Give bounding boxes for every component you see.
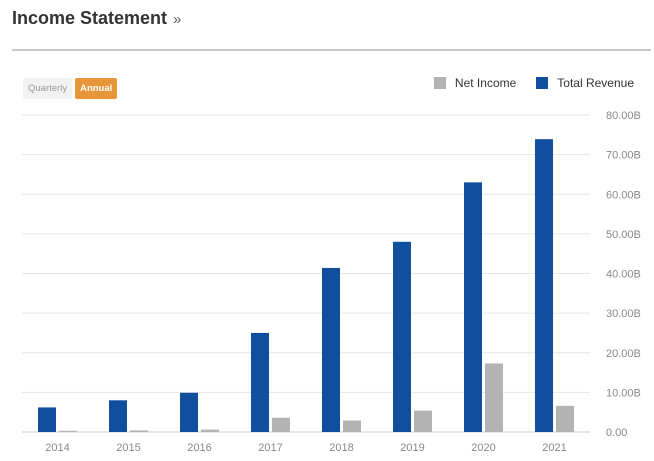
bar-net-income-2018 [343,420,361,432]
annual-button[interactable]: Annual [75,78,118,99]
y-tick-label: 80.00B [606,110,641,122]
legend-item-net-income[interactable]: Net Income [433,76,517,90]
bar-total-revenue-2015 [109,400,127,432]
x-tick-label: 2019 [400,442,424,454]
x-tick-label: 2020 [471,442,495,454]
x-tick-label: 2018 [329,442,353,454]
bar-total-revenue-2018 [322,267,340,432]
bar-net-income-2021 [556,405,574,432]
bar-net-income-2019 [414,410,432,432]
y-tick-label: 60.00B [606,189,641,201]
bar-total-revenue-2016 [180,392,198,432]
quarterly-button[interactable]: Quarterly [23,78,73,99]
bar-net-income-2016 [201,429,219,432]
legend-label-total-revenue: Total Revenue [557,76,634,90]
bar-total-revenue-2019 [393,241,411,432]
legend-item-total-revenue[interactable]: Total Revenue [536,76,634,90]
page-title: Income Statement [12,8,168,28]
expand-link[interactable]: » [173,11,182,28]
bar-total-revenue-2017 [251,332,269,432]
bar-total-revenue-2021 [535,139,553,432]
x-tick-label: 2016 [187,442,211,454]
bar-net-income-2014 [59,430,77,432]
legend-swatch-total-revenue [536,77,549,89]
y-tick-label: 30.00B [606,308,641,320]
bar-net-income-2015 [130,430,148,432]
legend-label-net-income: Net Income [454,76,517,90]
x-tick-label: 2015 [116,442,140,454]
legend-swatch-net-income [433,77,446,89]
y-tick-label: 10.00B [606,387,641,399]
bar-net-income-2020 [485,363,503,432]
chart-legend: Net Income Total Revenue [414,76,634,90]
y-tick-label: 40.00B [606,269,641,281]
x-tick-label: 2021 [542,442,566,454]
header-divider [12,49,651,51]
bar-total-revenue-2014 [38,407,56,432]
y-tick-label: 70.00B [606,150,641,162]
section-header: Income Statement » [12,8,181,36]
y-tick-label: 50.00B [606,229,641,241]
x-tick-label: 2017 [258,442,282,454]
y-tick-label: 0.00 [606,427,627,439]
x-tick-label: 2014 [45,442,69,454]
bar-net-income-2017 [272,417,290,432]
bar-total-revenue-2020 [464,182,482,432]
period-toggle: Quarterly Annual [23,78,118,99]
y-tick-label: 20.00B [606,348,641,360]
